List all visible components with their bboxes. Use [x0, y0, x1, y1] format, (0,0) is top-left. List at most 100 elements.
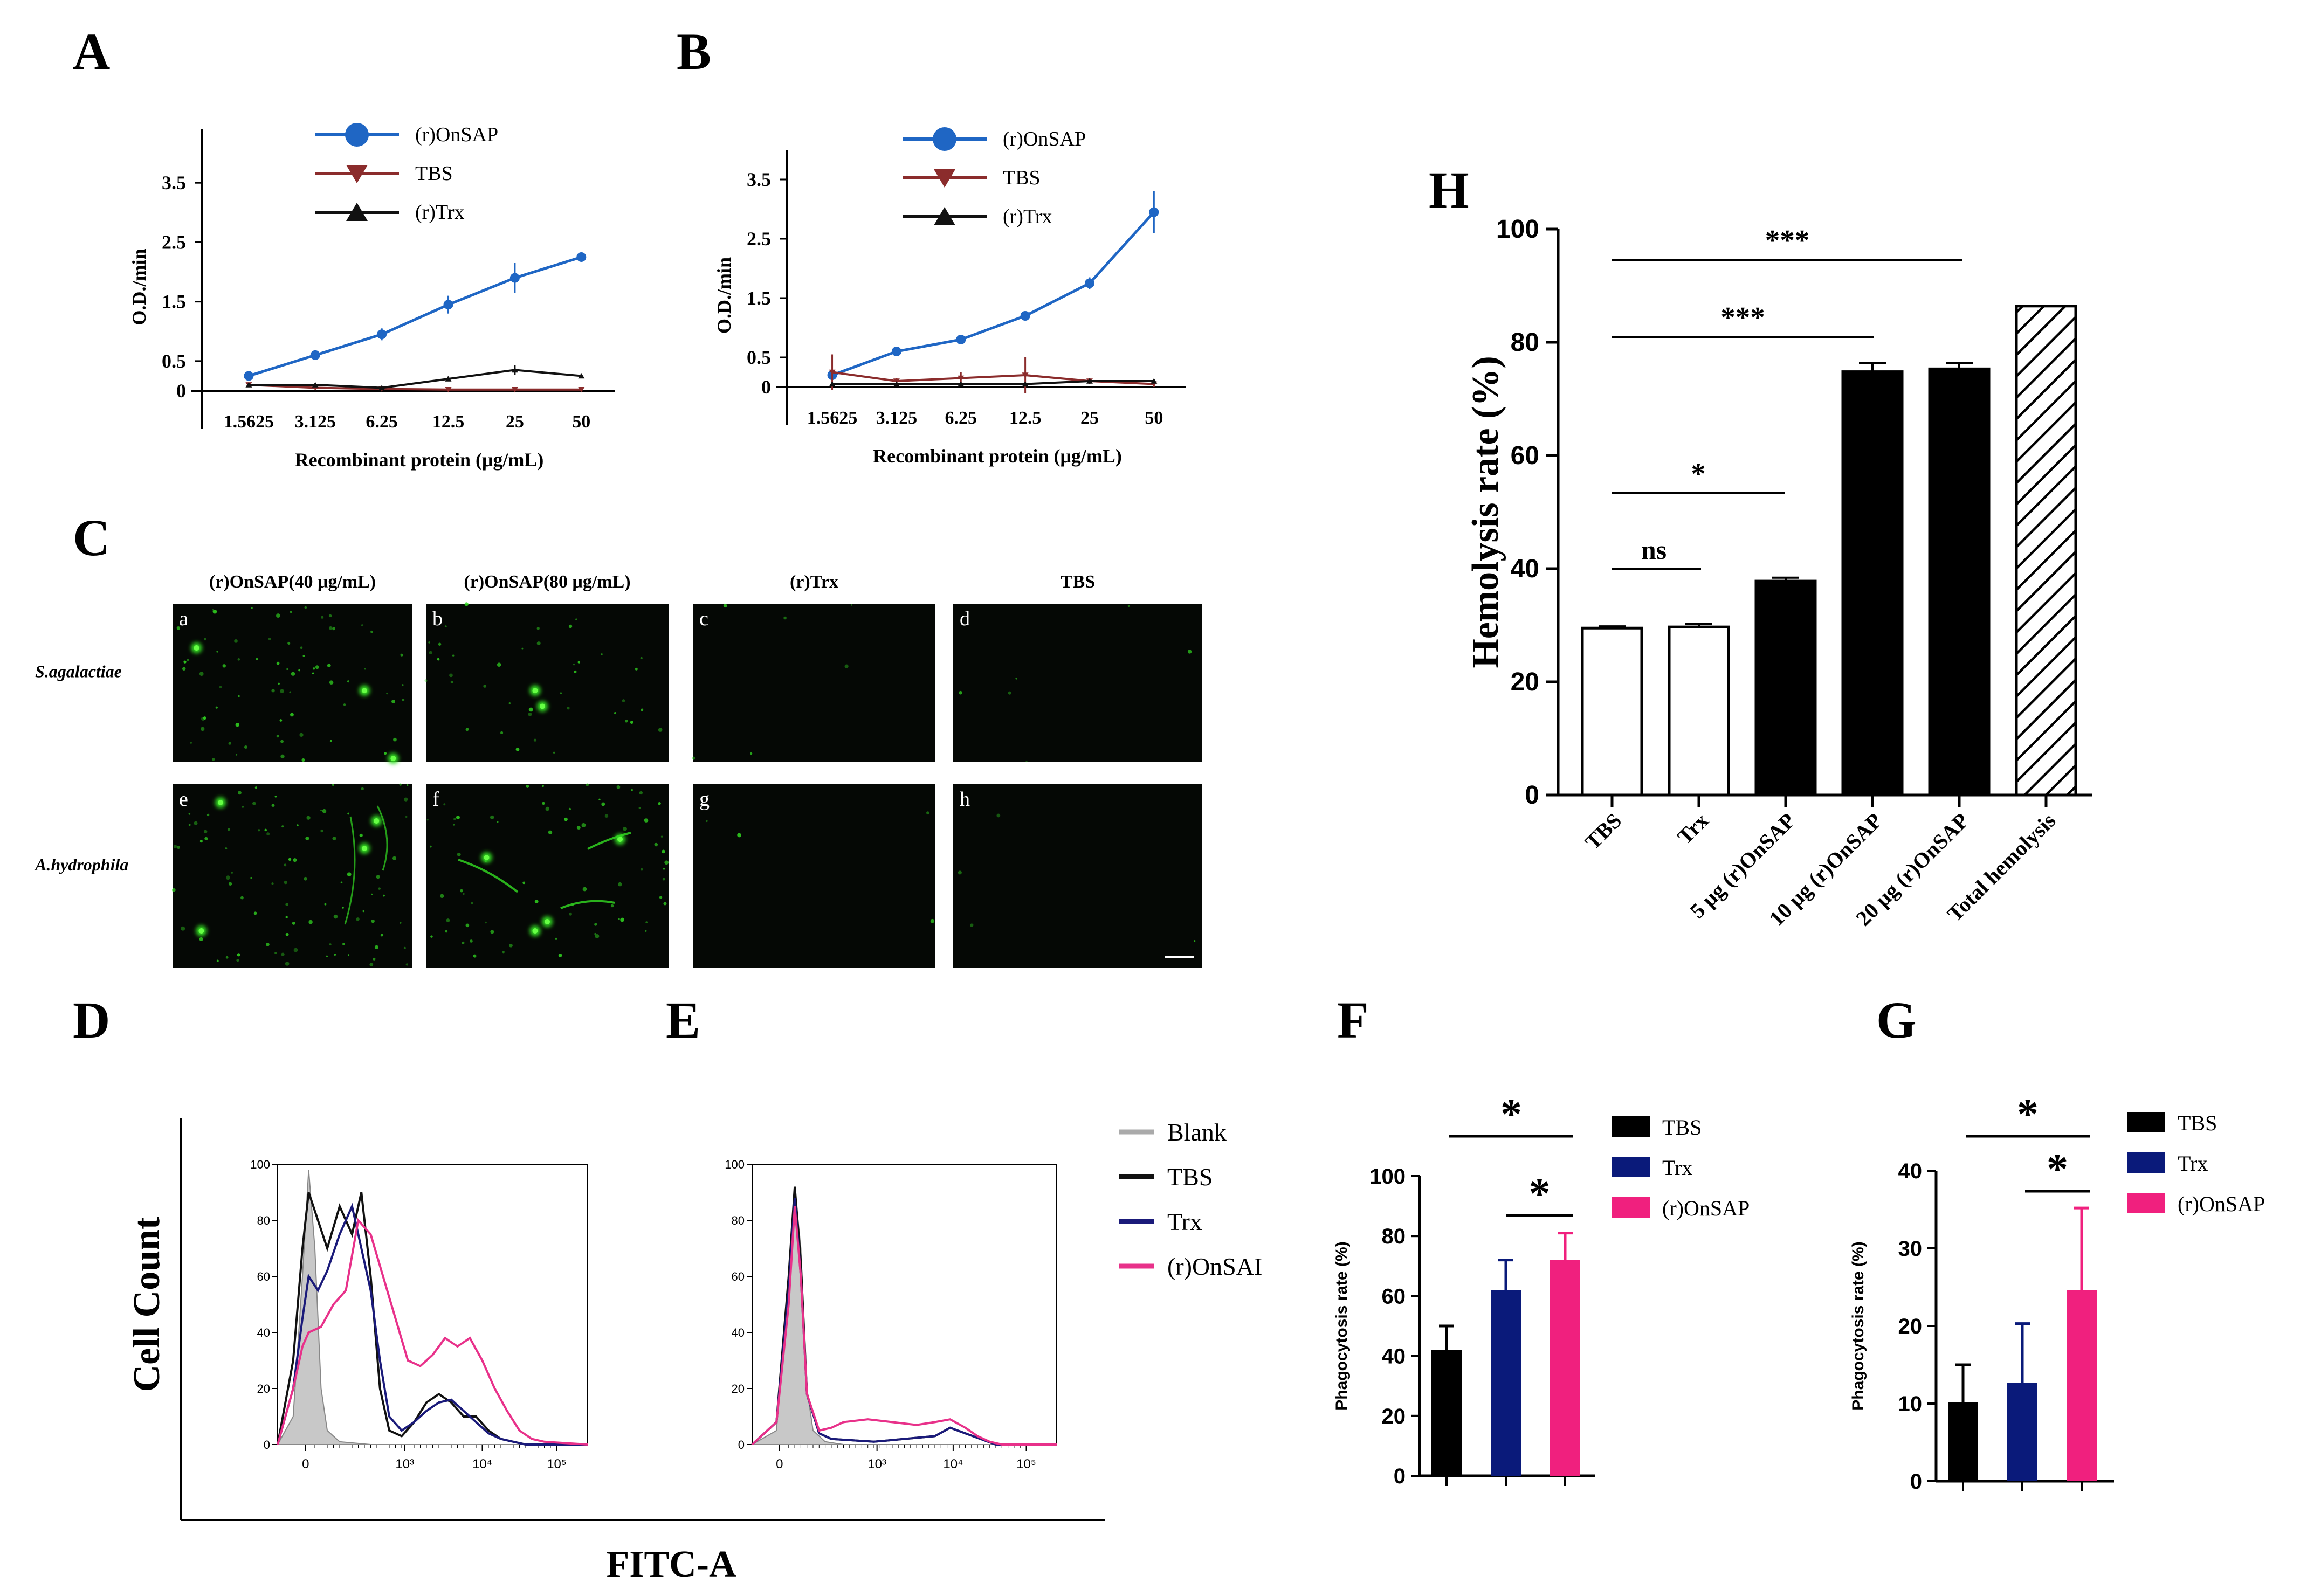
fluorescent-speck — [276, 613, 280, 618]
fluorescent-speck — [522, 881, 526, 885]
data-point — [1022, 372, 1029, 378]
fluorescent-speck — [573, 663, 575, 666]
y-tick-label: 2.5 — [747, 228, 771, 250]
fluorescent-speck — [783, 616, 787, 620]
fluorescent-speck — [308, 920, 313, 924]
x-tick-label: 1.5625 — [224, 412, 274, 432]
fluorescent-speck — [284, 863, 287, 867]
fluorescent-speck — [548, 830, 553, 834]
fluorescent-speck — [386, 692, 388, 695]
x-tick-label: 12.5 — [432, 412, 465, 432]
bar-(r)OnSAP — [2067, 1290, 2097, 1481]
fluorescent-speck — [391, 699, 395, 703]
fluorescent-speck — [276, 661, 280, 665]
tile-letter-a: a — [179, 607, 188, 630]
fluorescent-speck — [635, 667, 638, 671]
data-point — [509, 273, 520, 283]
x-tick-label: 6.25 — [945, 408, 977, 428]
fluorescent-speck — [171, 888, 176, 892]
fluorescent-speck — [361, 787, 364, 791]
panel-C-fluorescence-grid: (r)OnSAP(40 μg/mL) (r)OnSAP(80 μg/mL) (r)T… — [34, 572, 1202, 968]
fluorescent-speck — [497, 821, 499, 823]
fluorescent-speck — [292, 921, 295, 925]
fluorescent-speck — [692, 756, 695, 760]
y-tick-label: 0.5 — [162, 350, 186, 372]
fluorescent-speck — [450, 680, 453, 683]
fluorescent-speck — [564, 817, 568, 821]
fluorescent-speck — [334, 954, 336, 956]
histogram-(r)OnSAI — [277, 1218, 588, 1446]
series-(r)OnSAP — [827, 191, 1159, 380]
data-point — [310, 350, 320, 360]
fluorescent-cluster-core — [390, 756, 396, 762]
fluorescent-speck — [253, 911, 257, 915]
fluorescent-cluster-core — [198, 928, 204, 934]
fluorescent-speck — [405, 963, 408, 966]
fluorescent-speck — [289, 691, 292, 694]
legend-label: (r)Trx — [1003, 205, 1052, 228]
data-point — [891, 347, 901, 356]
x-tick-label: 0 — [302, 1457, 309, 1471]
y-tick-label: 40 — [257, 1326, 270, 1339]
data-point — [1151, 378, 1158, 384]
fluorescent-speck — [280, 740, 284, 743]
micrograph-h: h — [953, 784, 1202, 968]
panel-letter-G: G — [1876, 991, 1917, 1049]
fluorescent-speck — [284, 880, 287, 885]
fluorescent-speck — [240, 896, 244, 900]
fluorescent-speck — [291, 672, 295, 676]
fluorescent-speck — [399, 783, 402, 786]
fluorescent-speck — [281, 825, 284, 828]
x-tick-label: 10⁵ — [1016, 1457, 1036, 1471]
fluorescent-speck — [430, 935, 433, 938]
y-tick-label: 2.5 — [162, 231, 186, 253]
column-label-0: (r)OnSAP(40 μg/mL) — [209, 572, 376, 592]
tile-letter-f: f — [432, 788, 439, 811]
fluorescent-speck — [203, 830, 208, 834]
fluorescent-speck — [225, 847, 228, 850]
data-point — [1020, 311, 1030, 321]
fluorescent-speck — [216, 959, 219, 962]
fluorescent-speck — [581, 823, 586, 827]
fluorescent-speck — [577, 661, 580, 664]
fluorescent-speck — [400, 653, 403, 657]
y-tick-label: 20 — [732, 1382, 745, 1395]
fluorescent-speck — [658, 728, 663, 732]
data-point — [1149, 207, 1159, 217]
y-tick-label: 10 — [1898, 1392, 1923, 1416]
micrograph-background — [953, 784, 1202, 968]
fluorescent-speck — [528, 707, 533, 712]
series-(r)Trx — [245, 365, 585, 391]
fluorescent-speck — [438, 642, 442, 646]
y-tick-label: 40 — [1511, 555, 1539, 583]
y-axis-label: Hemolysis rate (%) — [1465, 356, 1506, 668]
y-tick-label: 40 — [732, 1326, 745, 1339]
fluorescent-speck — [623, 826, 627, 831]
fluorescent-speck — [663, 902, 667, 906]
micrograph-d: d — [953, 604, 1202, 763]
fluorescent-speck — [462, 941, 465, 944]
y-axis-label: Phagocytosis rate (%) — [1333, 1241, 1351, 1410]
legend-marker — [346, 203, 368, 221]
fluorescent-speck — [271, 882, 274, 885]
fluorescent-speck — [460, 889, 463, 893]
fluorescent-speck — [437, 658, 440, 661]
fluorescent-speck — [384, 752, 387, 755]
legend-marker — [933, 127, 956, 151]
tile-letter-b: b — [432, 607, 443, 630]
fluorescent-speck — [958, 870, 962, 875]
fluorescent-speck — [320, 809, 322, 812]
fluorescent-speck — [560, 692, 562, 694]
fluorescent-speck — [347, 954, 350, 956]
fluorescent-speck — [199, 840, 203, 843]
y-tick-label: 40 — [1898, 1159, 1923, 1183]
fluorescent-speck — [449, 673, 453, 678]
x-tick-label: 10³ — [395, 1457, 414, 1471]
fluorescent-speck — [212, 609, 214, 611]
fluorescent-cluster-core — [540, 703, 545, 709]
legend-swatch — [2127, 1112, 2165, 1132]
x-tick-label: Trx — [1672, 809, 1713, 849]
fluorescent-speck — [393, 737, 397, 742]
fluorescent-speck — [737, 833, 741, 838]
fluorescent-speck — [342, 907, 344, 909]
